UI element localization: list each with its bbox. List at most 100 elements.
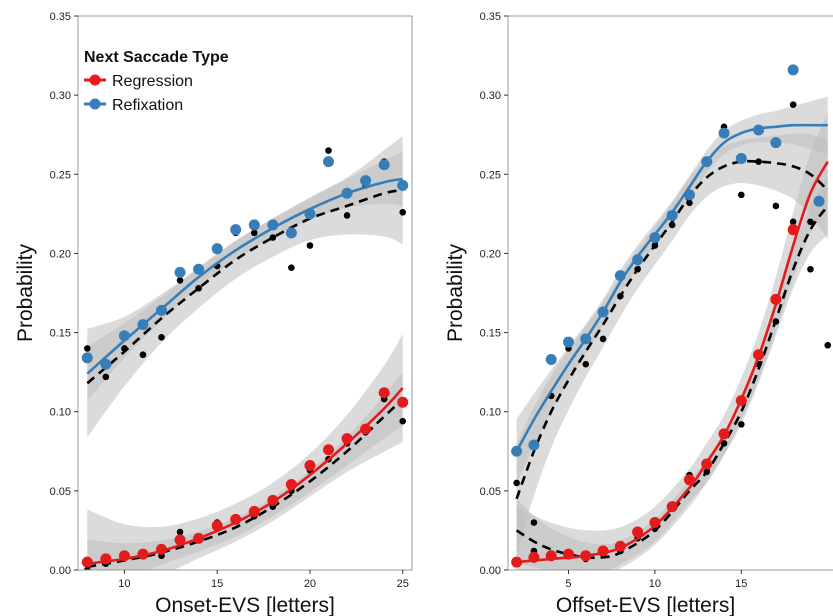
y-tick-label: 0.15 <box>50 328 71 340</box>
regression-point <box>397 396 409 408</box>
y-tick-label: 0.25 <box>480 169 501 181</box>
refixation-point <box>193 263 205 275</box>
regression-point <box>267 494 279 506</box>
regression-point <box>378 387 390 399</box>
regression-point <box>770 293 782 305</box>
regression-point <box>193 532 205 544</box>
x-axis-title: Onset-EVS [letters] <box>155 594 335 616</box>
black-point <box>399 417 407 425</box>
y-tick-label: 0.15 <box>480 328 501 340</box>
black-point <box>343 212 351 219</box>
confidence-band <box>516 177 828 570</box>
x-tick-label: 10 <box>649 578 661 590</box>
black-point <box>513 479 520 487</box>
regression-point <box>81 556 93 568</box>
refixation-point <box>230 224 242 236</box>
y-tick-label: 0.35 <box>50 11 71 23</box>
y-tick-label: 0.20 <box>50 248 71 260</box>
refixation-point <box>341 187 353 199</box>
refixation-point <box>397 179 409 191</box>
refixation-point <box>304 208 316 220</box>
panel-border <box>77 15 413 571</box>
regression-point <box>545 550 557 562</box>
black-point <box>738 421 745 428</box>
black-point <box>399 208 407 216</box>
onset-evs-panel: 0.00 0.05 0.10 0.15 0.20 0.25 0.30 0.35 10 15 20 25… <box>14 11 413 616</box>
x-tick-label: 10 <box>118 578 130 590</box>
black-point <box>789 101 797 108</box>
black-point <box>807 218 814 226</box>
legend-label-refixation: Refixation <box>112 97 183 114</box>
dashed-fit-line <box>515 159 829 500</box>
x-tick-label: 15 <box>735 578 747 590</box>
refixation-point <box>267 219 279 231</box>
refixation-point <box>753 124 765 136</box>
legend-swatch-regression <box>89 74 101 86</box>
regression-point <box>562 548 574 560</box>
x-tick-label: 5 <box>565 578 571 590</box>
black-point <box>599 335 607 343</box>
y-tick-label: 0.30 <box>50 90 71 102</box>
regression-point <box>211 520 223 532</box>
y-tick-label: 0.30 <box>480 90 501 102</box>
regression-point <box>360 423 372 435</box>
x-tick-label: 20 <box>304 578 316 590</box>
refixation-point <box>100 358 112 370</box>
black-point <box>325 147 332 154</box>
black-point <box>686 199 693 207</box>
refixation-point <box>248 219 260 231</box>
regression-point <box>787 224 799 236</box>
y-axis-title: Probability <box>444 243 467 342</box>
black-point <box>250 229 258 237</box>
regression-point <box>701 458 713 470</box>
y-tick-label: 0.00 <box>50 565 71 577</box>
confidence-band <box>87 372 403 570</box>
y-tick-label: 0.00 <box>480 565 501 577</box>
refixation-point <box>174 266 186 278</box>
black-point <box>83 345 91 352</box>
regression-point <box>323 444 334 456</box>
refixation-point <box>666 209 678 221</box>
refixation-point <box>701 156 713 168</box>
regression-point <box>511 556 523 568</box>
refixation-point <box>718 127 730 139</box>
y-tick-label: 0.05 <box>480 486 501 498</box>
black-point <box>582 360 590 368</box>
x-tick-label: 25 <box>397 578 409 590</box>
black-point <box>102 373 110 381</box>
black-point <box>269 234 277 241</box>
x-axis-title: Offset-EVS [letters] <box>556 594 735 616</box>
regression-point <box>735 395 747 407</box>
refixation-point <box>81 352 93 364</box>
refixation-point <box>211 243 223 255</box>
plot-area <box>81 135 409 570</box>
refixation-point <box>813 195 825 207</box>
plot-area <box>511 64 832 570</box>
y-tick-label: 0.35 <box>480 11 501 23</box>
y-tick-label: 0.10 <box>480 407 501 419</box>
refixation-point <box>545 353 557 365</box>
legend-swatch-refixation <box>89 98 101 110</box>
black-point <box>807 265 814 273</box>
regression-point <box>597 545 609 557</box>
refixation-point <box>378 159 390 171</box>
y-tick-label: 0.25 <box>50 169 71 181</box>
y-tick-label: 0.20 <box>480 248 501 260</box>
black-point <box>288 264 295 271</box>
legend-label-regression: Regression <box>112 73 193 90</box>
regression-point <box>341 433 353 445</box>
regression-point <box>118 550 130 562</box>
y-axis-title: Probability <box>14 243 37 342</box>
regression-point <box>304 460 316 472</box>
regression-point <box>649 517 661 529</box>
refixation-point <box>683 189 695 201</box>
regression-point <box>528 551 540 563</box>
refixation-point <box>118 330 130 342</box>
offset-evs-panel: 0.00 0.05 0.10 0.15 0.20 0.25 0.30 0.35 5 10 15Off… <box>444 11 833 616</box>
black-point <box>139 351 147 359</box>
regression-point <box>683 474 695 486</box>
regression-point <box>100 553 112 565</box>
regression-point <box>230 513 242 525</box>
regression-point <box>137 548 149 560</box>
